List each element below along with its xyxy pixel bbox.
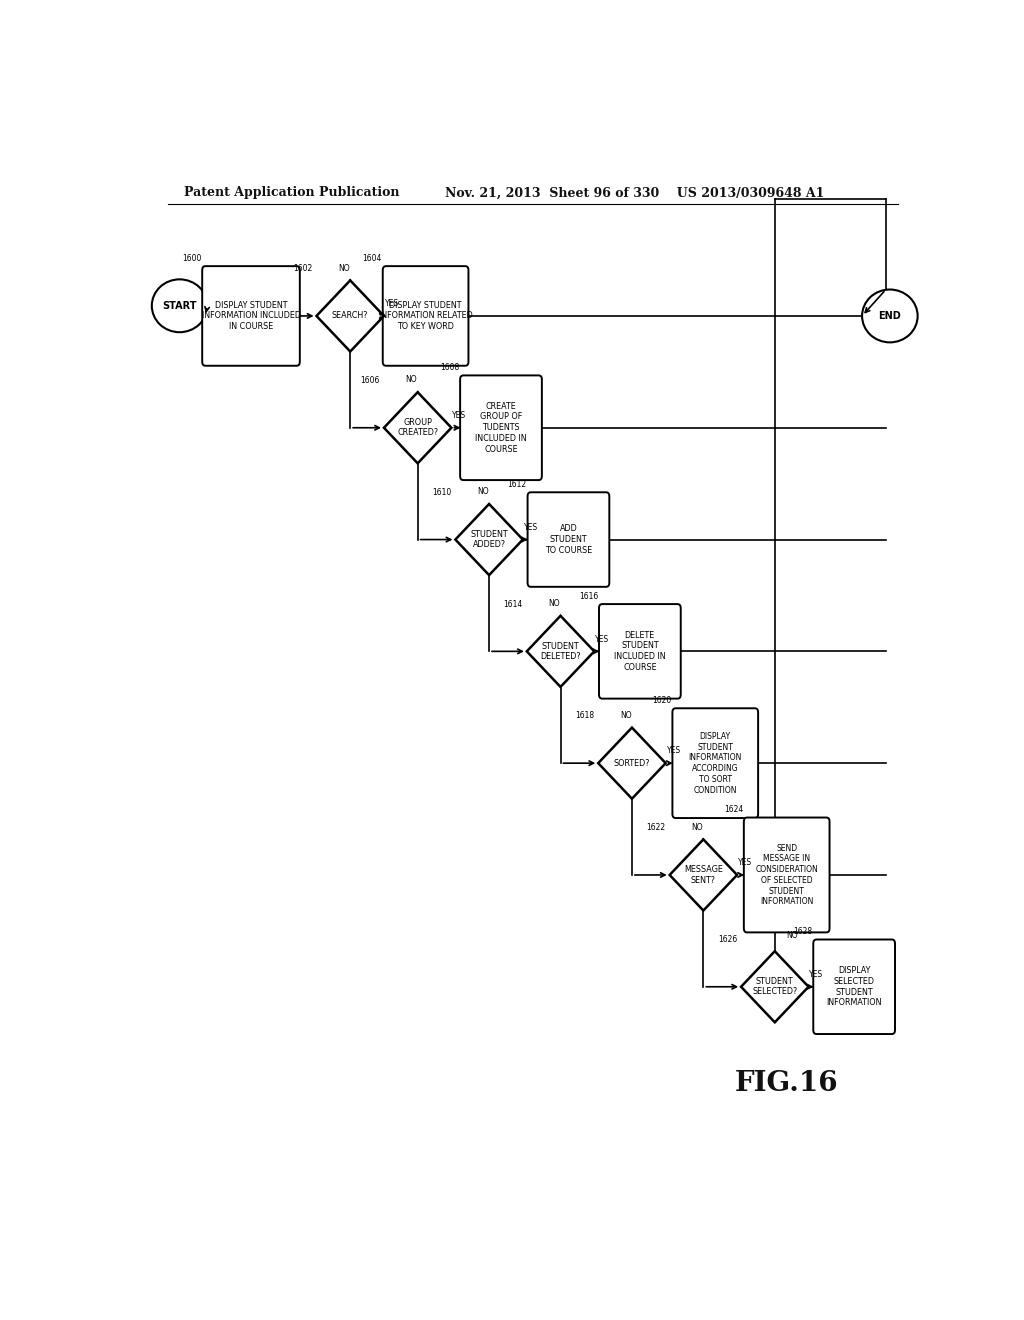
- Ellipse shape: [152, 280, 207, 333]
- Ellipse shape: [862, 289, 918, 342]
- Polygon shape: [741, 952, 809, 1022]
- Text: YES: YES: [738, 858, 752, 867]
- FancyBboxPatch shape: [743, 817, 829, 932]
- Text: 1616: 1616: [579, 593, 598, 601]
- Text: END: END: [879, 312, 901, 321]
- Text: CREATE
GROUP OF
TUDENTS
INCLUDED IN
COURSE: CREATE GROUP OF TUDENTS INCLUDED IN COUR…: [475, 401, 526, 454]
- Text: 1620: 1620: [652, 696, 672, 705]
- Polygon shape: [316, 280, 384, 351]
- Text: 1610: 1610: [432, 488, 452, 496]
- Polygon shape: [384, 392, 452, 463]
- FancyBboxPatch shape: [673, 709, 758, 818]
- Polygon shape: [456, 504, 523, 576]
- Text: DISPLAY
SELECTED
STUDENT
INFORMATION: DISPLAY SELECTED STUDENT INFORMATION: [826, 966, 882, 1007]
- Text: NO: NO: [548, 599, 560, 609]
- Text: DISPLAY STUDENT
INFORMATION RELATED
TO KEY WORD: DISPLAY STUDENT INFORMATION RELATED TO K…: [379, 301, 472, 331]
- Text: YES: YES: [667, 747, 681, 755]
- Text: NO: NO: [338, 264, 349, 273]
- Text: START: START: [163, 301, 197, 310]
- Text: 1618: 1618: [575, 711, 594, 721]
- Text: ADD
STUDENT
TO COURSE: ADD STUDENT TO COURSE: [545, 524, 592, 554]
- Text: SEARCH?: SEARCH?: [332, 312, 369, 321]
- Text: YES: YES: [595, 635, 609, 644]
- Text: DISPLAY
STUDENT
INFORMATION
ACCORDING
TO SORT
CONDITION: DISPLAY STUDENT INFORMATION ACCORDING TO…: [688, 731, 742, 795]
- Text: 1626: 1626: [718, 935, 737, 944]
- Text: 1622: 1622: [646, 824, 666, 833]
- Text: FIG.16: FIG.16: [735, 1069, 839, 1097]
- Text: GROUP
CREATED?: GROUP CREATED?: [397, 418, 438, 437]
- Text: YES: YES: [523, 523, 538, 532]
- Text: Patent Application Publication: Patent Application Publication: [183, 186, 399, 199]
- Text: STUDENT
DELETED?: STUDENT DELETED?: [541, 642, 581, 661]
- Text: 1628: 1628: [794, 928, 812, 936]
- Text: NO: NO: [786, 932, 798, 940]
- Text: 1604: 1604: [362, 253, 382, 263]
- Text: STUDENT
SELECTED?: STUDENT SELECTED?: [753, 977, 798, 997]
- Text: NO: NO: [691, 822, 702, 832]
- Text: SORTED?: SORTED?: [613, 759, 650, 768]
- Text: NO: NO: [620, 711, 632, 719]
- Text: NO: NO: [406, 375, 417, 384]
- Text: Nov. 21, 2013  Sheet 96 of 330    US 2013/0309648 A1: Nov. 21, 2013 Sheet 96 of 330 US 2013/03…: [445, 186, 824, 199]
- Text: 1602: 1602: [293, 264, 312, 273]
- Text: 1614: 1614: [504, 599, 523, 609]
- FancyBboxPatch shape: [599, 605, 681, 698]
- FancyBboxPatch shape: [202, 267, 300, 366]
- FancyBboxPatch shape: [813, 940, 895, 1034]
- FancyBboxPatch shape: [383, 267, 468, 366]
- Text: YES: YES: [453, 411, 466, 420]
- Text: YES: YES: [809, 970, 823, 979]
- Text: MESSAGE
SENT?: MESSAGE SENT?: [684, 866, 723, 884]
- Text: 1606: 1606: [360, 376, 380, 385]
- Text: DISPLAY STUDENT
INFORMATION INCLUDED
IN COURSE: DISPLAY STUDENT INFORMATION INCLUDED IN …: [202, 301, 300, 331]
- FancyBboxPatch shape: [527, 492, 609, 587]
- Text: NO: NO: [477, 487, 488, 496]
- Text: SEND
MESSAGE IN
CONSIDERATION
OF SELECTED
STUDENT
INFORMATION: SEND MESSAGE IN CONSIDERATION OF SELECTE…: [756, 843, 818, 907]
- Polygon shape: [598, 727, 666, 799]
- FancyBboxPatch shape: [460, 375, 542, 480]
- Text: 1600: 1600: [182, 253, 202, 263]
- Polygon shape: [526, 615, 594, 686]
- Text: STUDENT
ADDED?: STUDENT ADDED?: [470, 529, 508, 549]
- Text: 1608: 1608: [440, 363, 460, 372]
- Text: 1612: 1612: [508, 480, 526, 490]
- Text: YES: YES: [385, 300, 399, 309]
- Polygon shape: [670, 840, 737, 911]
- Text: DELETE
STUDENT
INCLUDED IN
COURSE: DELETE STUDENT INCLUDED IN COURSE: [614, 631, 666, 672]
- Text: 1624: 1624: [724, 805, 743, 814]
